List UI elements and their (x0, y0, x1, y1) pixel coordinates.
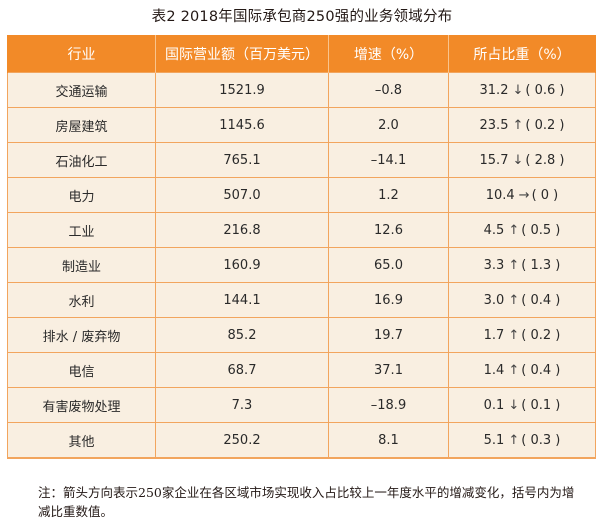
share-value: 31.2 (479, 82, 509, 98)
share-change: ( 0.5 ) (521, 222, 561, 238)
cell-share: 4.5 ↑( 0.5 ) (448, 212, 596, 248)
table-row: 房屋建筑 1145.6 2.0 23.5 ↑( 0.2 ) (7, 107, 596, 143)
share-value: 15.7 (479, 152, 509, 168)
cell-industry: 排水 / 废弃物 (7, 317, 156, 353)
cell-revenue: 7.3 (155, 387, 329, 423)
table-row: 有害废物处理 7.3 –18.9 0.1 ↓( 0.1 ) (7, 387, 596, 423)
cell-share: 1.4 ↑( 0.4 ) (448, 352, 596, 388)
share-value: 1.4 (483, 362, 505, 378)
cell-growth: 65.0 (328, 247, 449, 283)
cell-share: 31.2 ↓( 0.6 ) (448, 72, 596, 108)
table-row: 其他 250.2 8.1 5.1 ↑( 0.3 ) (7, 422, 596, 459)
header-industry: 行业 (7, 35, 156, 73)
share-value: 4.5 (483, 222, 505, 238)
cell-growth: 1.2 (328, 177, 449, 213)
cell-industry: 房屋建筑 (7, 107, 156, 143)
share-value: 0.1 (483, 397, 505, 413)
share-change: ( 0.4 ) (521, 292, 561, 308)
cell-industry: 工业 (7, 212, 156, 248)
table-row: 交通运输 1521.9 –0.8 31.2 ↓( 0.6 ) (7, 72, 596, 108)
header-growth: 增速（%） (328, 35, 449, 73)
arrow-up-icon: ↑ (508, 257, 520, 273)
cell-revenue: 250.2 (155, 422, 329, 459)
share-value: 10.4 (485, 187, 515, 203)
cell-revenue: 160.9 (155, 247, 329, 283)
arrow-up-icon: ↑ (508, 432, 520, 448)
table-row: 水利 144.1 16.9 3.0 ↑( 0.4 ) (7, 282, 596, 318)
share-change: ( 1.3 ) (521, 257, 561, 273)
cell-growth: 2.0 (328, 107, 449, 143)
cell-industry: 交通运输 (7, 72, 156, 108)
cell-industry: 制造业 (7, 247, 156, 283)
share-value: 23.5 (479, 117, 509, 133)
share-change: ( 0.2 ) (521, 327, 561, 343)
share-change: ( 0 ) (531, 187, 559, 203)
table-row: 排水 / 废弃物 85.2 19.7 1.7 ↑( 0.2 ) (7, 317, 596, 353)
cell-share: 23.5 ↑( 0.2 ) (448, 107, 596, 143)
arrow-right-icon: → (518, 187, 530, 203)
cell-share: 0.1 ↓( 0.1 ) (448, 387, 596, 423)
cell-revenue: 765.1 (155, 142, 329, 178)
table-title: 表2 2018年国际承包商250强的业务领域分布 (151, 9, 453, 25)
cell-industry: 其他 (7, 422, 156, 459)
cell-industry: 有害废物处理 (7, 387, 156, 423)
cell-growth: 19.7 (328, 317, 449, 353)
cell-growth: –14.1 (328, 142, 449, 178)
cell-growth: 8.1 (328, 422, 449, 459)
arrow-down-icon: ↓ (512, 152, 524, 168)
share-value: 1.7 (483, 327, 505, 343)
cell-share: 10.4 →( 0 ) (448, 177, 596, 213)
cell-revenue: 1521.9 (155, 72, 329, 108)
share-change: ( 0.4 ) (521, 362, 561, 378)
cell-share: 5.1 ↑( 0.3 ) (448, 422, 596, 459)
cell-industry: 水利 (7, 282, 156, 318)
share-change: ( 0.3 ) (521, 432, 561, 448)
share-value: 3.0 (483, 292, 505, 308)
share-change: ( 2.8 ) (525, 152, 565, 168)
arrow-down-icon: ↓ (508, 397, 520, 413)
arrow-down-icon: ↓ (512, 82, 524, 98)
table-row: 电力 507.0 1.2 10.4 →( 0 ) (7, 177, 596, 213)
cell-revenue: 507.0 (155, 177, 329, 213)
cell-revenue: 216.8 (155, 212, 329, 248)
arrow-up-icon: ↑ (512, 117, 524, 133)
arrow-up-icon: ↑ (508, 327, 520, 343)
table-row: 电信 68.7 37.1 1.4 ↑( 0.4 ) (7, 352, 596, 388)
cell-industry: 电信 (7, 352, 156, 388)
cell-share: 3.3 ↑( 1.3 ) (448, 247, 596, 283)
table-footnote: 注：箭头方向表示250家企业在各区域市场实现收入占比较上一年度水平的增减变化，括… (38, 485, 575, 519)
cell-industry: 石油化工 (7, 142, 156, 178)
cell-growth: 16.9 (328, 282, 449, 318)
table-row: 制造业 160.9 65.0 3.3 ↑( 1.3 ) (7, 247, 596, 283)
cell-growth: 37.1 (328, 352, 449, 388)
header-revenue: 国际营业额（百万美元） (155, 35, 329, 73)
cell-industry: 电力 (7, 177, 156, 213)
header-share: 所占比重（%） (448, 35, 596, 73)
share-value: 5.1 (483, 432, 505, 448)
cell-growth: –0.8 (328, 72, 449, 108)
cell-revenue: 144.1 (155, 282, 329, 318)
cell-share: 15.7 ↓( 2.8 ) (448, 142, 596, 178)
industry-distribution-table: 行业 国际营业额（百万美元） 增速（%） 所占比重（%） 交通运输 1521.9… (7, 35, 596, 459)
cell-revenue: 85.2 (155, 317, 329, 353)
arrow-up-icon: ↑ (508, 292, 520, 308)
cell-share: 3.0 ↑( 0.4 ) (448, 282, 596, 318)
arrow-up-icon: ↑ (508, 222, 520, 238)
cell-revenue: 68.7 (155, 352, 329, 388)
table-row: 石油化工 765.1 –14.1 15.7 ↓( 2.8 ) (7, 142, 596, 178)
cell-share: 1.7 ↑( 0.2 ) (448, 317, 596, 353)
share-change: ( 0.2 ) (525, 117, 565, 133)
table-row: 工业 216.8 12.6 4.5 ↑( 0.5 ) (7, 212, 596, 248)
arrow-up-icon: ↑ (508, 362, 520, 378)
share-change: ( 0.6 ) (525, 82, 565, 98)
share-value: 3.3 (483, 257, 505, 273)
cell-revenue: 1145.6 (155, 107, 329, 143)
table-header-row: 行业 国际营业额（百万美元） 增速（%） 所占比重（%） (7, 35, 596, 73)
cell-growth: –18.9 (328, 387, 449, 423)
share-change: ( 0.1 ) (521, 397, 561, 413)
cell-growth: 12.6 (328, 212, 449, 248)
